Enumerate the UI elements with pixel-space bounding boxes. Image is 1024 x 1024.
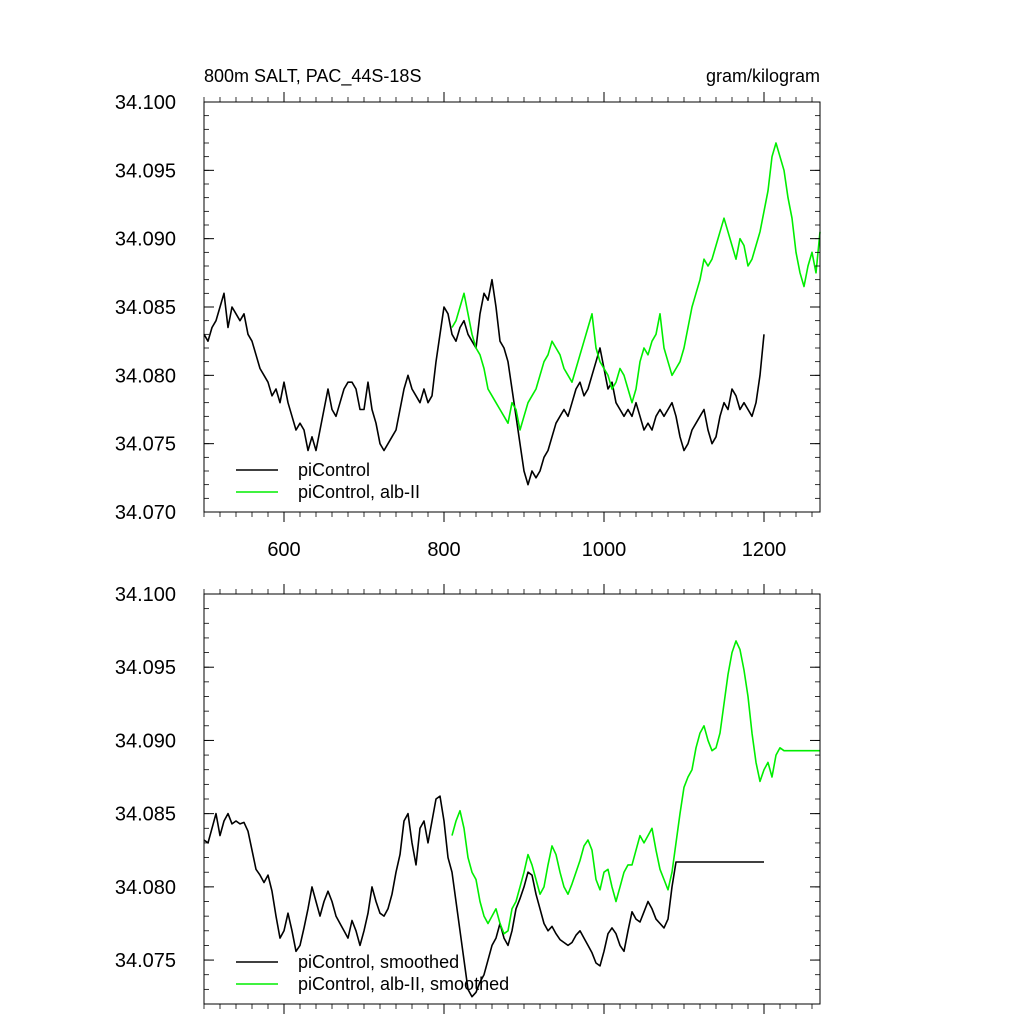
y-tick-label: 34.070 bbox=[115, 502, 176, 524]
x-tick-label: 600 bbox=[267, 539, 300, 561]
y-tick-label: 34.080 bbox=[115, 877, 176, 899]
y-tick-label: 34.095 bbox=[115, 160, 176, 182]
x-tick-label: 1000 bbox=[582, 539, 627, 561]
series-line-picontrol-alb-ii bbox=[451, 142, 821, 431]
y-tick-label: 34.090 bbox=[115, 229, 176, 251]
y-tick-label: 34.095 bbox=[115, 657, 176, 679]
top-panel-frame bbox=[203, 101, 821, 513]
top-panel-series-group bbox=[203, 142, 821, 486]
series-line-picontrol-alb-ii bbox=[451, 640, 820, 935]
y-tick-label: 34.100 bbox=[115, 92, 176, 114]
series-line-picontrol bbox=[203, 795, 764, 998]
y-tick-label: 34.090 bbox=[115, 730, 176, 752]
legend-label: piControl bbox=[298, 460, 370, 480]
bottom-panel-axes: 34.075 34.080 34.085 34.090 34.095 34.100 bbox=[115, 584, 820, 1014]
legend-label: piControl, alb-II, smoothed bbox=[298, 974, 509, 994]
x-tick-label: 800 bbox=[427, 539, 460, 561]
y-tick-label: 34.075 bbox=[115, 950, 176, 972]
y-tick-label: 34.075 bbox=[115, 434, 176, 456]
bottom-panel: 34.075 34.080 34.085 34.090 34.095 34.100 piC… bbox=[115, 584, 821, 1014]
bottom-panel-series-group bbox=[203, 640, 820, 998]
y-tick-label: 34.080 bbox=[115, 365, 176, 387]
series-line-picontrol bbox=[203, 278, 765, 486]
top-panel-axes: 34.070 34.075 34.080 34.085 34.090 34.095 34.1… bbox=[115, 92, 820, 561]
bottom-panel-frame bbox=[203, 593, 821, 1005]
y-tick-label: 34.085 bbox=[115, 804, 176, 826]
y-tick-label: 34.085 bbox=[115, 297, 176, 319]
figure-title: 800m SALT, PAC_44S-18S bbox=[204, 66, 421, 87]
y-tick-label: 34.100 bbox=[115, 584, 176, 606]
units-label: gram/kilogram bbox=[706, 66, 820, 86]
legend-label: piControl, smoothed bbox=[298, 952, 459, 972]
top-panel: 34.070 34.075 34.080 34.085 34.090 34.095 34.1… bbox=[115, 92, 821, 561]
x-tick-label: 1200 bbox=[742, 539, 787, 561]
legend-label: piControl, alb-II bbox=[298, 482, 420, 502]
